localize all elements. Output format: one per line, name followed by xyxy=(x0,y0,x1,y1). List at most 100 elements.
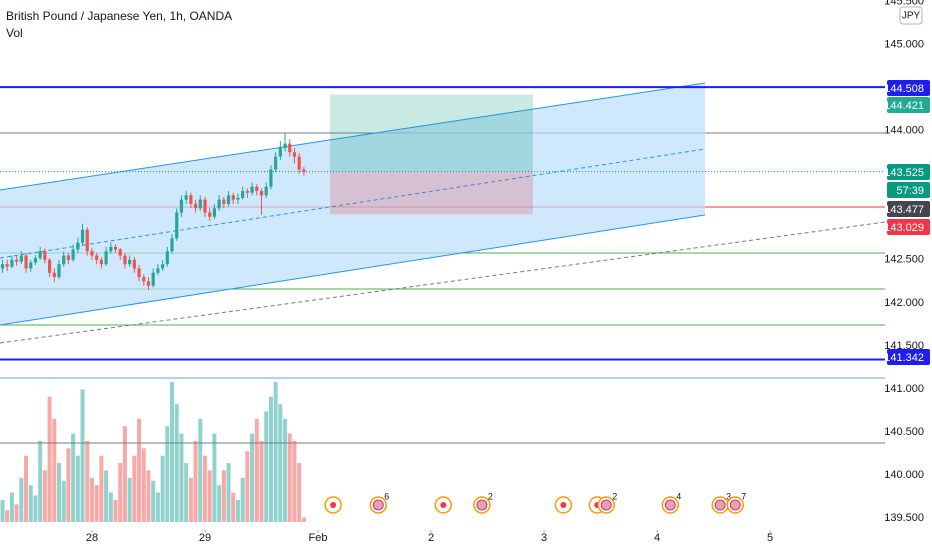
candle-body xyxy=(76,242,80,250)
candle-body xyxy=(175,212,179,239)
volume-bar xyxy=(137,418,142,522)
candle-body xyxy=(29,262,33,269)
candle-body xyxy=(123,255,127,265)
volume-bar xyxy=(94,485,99,522)
volume-bar xyxy=(259,440,264,522)
time-axis xyxy=(0,530,885,550)
price-tag xyxy=(887,201,930,217)
volume-bar xyxy=(240,477,245,522)
price-tag xyxy=(887,349,930,365)
volume-bar xyxy=(155,492,160,522)
y-tick-label: 141.000 xyxy=(884,383,924,395)
channel-edge xyxy=(0,214,706,326)
event-count: 6 xyxy=(384,491,389,501)
candle-body xyxy=(255,186,259,192)
price-tag xyxy=(887,97,930,113)
volume-bar xyxy=(42,470,47,522)
volume-bar xyxy=(184,463,189,522)
y-tick-label: 140.500 xyxy=(884,426,924,438)
candle-body xyxy=(62,255,66,265)
candle-body xyxy=(10,259,14,267)
stop-zone xyxy=(330,171,533,215)
price-tag-label: 144.421 xyxy=(884,100,924,112)
volume-bar xyxy=(297,463,302,522)
volume-bar xyxy=(57,463,62,522)
volume-bar xyxy=(5,510,10,522)
candle-body xyxy=(278,147,282,157)
volume-bar xyxy=(235,499,240,522)
candle-body xyxy=(0,264,5,269)
candle-body xyxy=(250,186,254,193)
x-tick-label: 2 xyxy=(428,532,434,544)
volume-bar xyxy=(151,480,156,522)
volume-bar xyxy=(0,499,5,522)
event-count: 2 xyxy=(612,491,617,501)
candle-body xyxy=(156,268,160,273)
event-count: 3 xyxy=(726,491,731,501)
event-flag xyxy=(372,499,384,511)
parallel-channel xyxy=(0,83,705,325)
y-tick-label: 142.000 xyxy=(884,297,924,309)
candle-body xyxy=(5,264,9,267)
volume-bar xyxy=(250,433,255,522)
volume-bar xyxy=(188,477,193,522)
volume-bar xyxy=(287,433,292,522)
currency-label: JPY xyxy=(902,11,921,22)
volume-bar xyxy=(283,418,288,522)
candle-body xyxy=(226,195,231,204)
candle-body xyxy=(236,197,240,200)
event-flag xyxy=(476,499,488,511)
candle-body xyxy=(43,251,47,260)
x-tick-label: 5 xyxy=(767,532,773,544)
x-tick-label: 28 xyxy=(86,532,98,544)
volume-bar xyxy=(193,440,198,522)
candle-body xyxy=(95,255,99,260)
candle-body xyxy=(128,259,132,265)
price-tag-label: 141.342 xyxy=(884,352,924,364)
candle-body xyxy=(113,246,118,250)
candle-body xyxy=(146,281,151,286)
y-tick-label: 142.500 xyxy=(884,254,924,266)
volume-bar xyxy=(108,492,113,522)
event-dot xyxy=(440,502,447,508)
candle-body xyxy=(189,195,193,204)
volume-bar xyxy=(278,404,283,522)
event-count: 4 xyxy=(676,491,681,501)
volume-bar xyxy=(245,451,250,522)
candle-body xyxy=(151,272,155,286)
volume-bar xyxy=(61,480,66,522)
candle-body xyxy=(33,258,38,263)
candle-body xyxy=(184,195,188,200)
candle-body xyxy=(198,199,202,209)
price-tag xyxy=(887,219,930,235)
volume-bar xyxy=(89,477,94,522)
candle-body xyxy=(71,249,75,260)
volume-bar xyxy=(221,470,226,522)
currency-badge[interactable] xyxy=(899,6,923,25)
volume-bar xyxy=(28,485,33,522)
candle-body xyxy=(222,199,226,204)
volume-bar xyxy=(268,396,273,522)
candle-body xyxy=(142,277,146,282)
volume-bar xyxy=(19,477,24,522)
candle-body xyxy=(132,259,136,269)
volume-bar xyxy=(292,440,297,522)
volume-bar xyxy=(264,411,269,522)
candle-body xyxy=(90,251,94,256)
volume-bar xyxy=(14,504,19,522)
trend-line xyxy=(0,221,886,344)
indicator-label: Vol xyxy=(6,26,23,40)
price-tag xyxy=(887,164,930,180)
price-tag-label: 143.525 xyxy=(884,167,924,179)
candle-body xyxy=(288,143,292,153)
volume-bar xyxy=(179,433,184,522)
volume-bar xyxy=(9,492,14,522)
candle-body xyxy=(104,251,108,265)
volume-bar xyxy=(85,440,90,522)
y-tick-label: 145.500 xyxy=(884,0,924,8)
event-flag xyxy=(600,499,612,511)
price-tag-label: 143.477 xyxy=(884,204,924,216)
volume-bar xyxy=(24,455,29,522)
